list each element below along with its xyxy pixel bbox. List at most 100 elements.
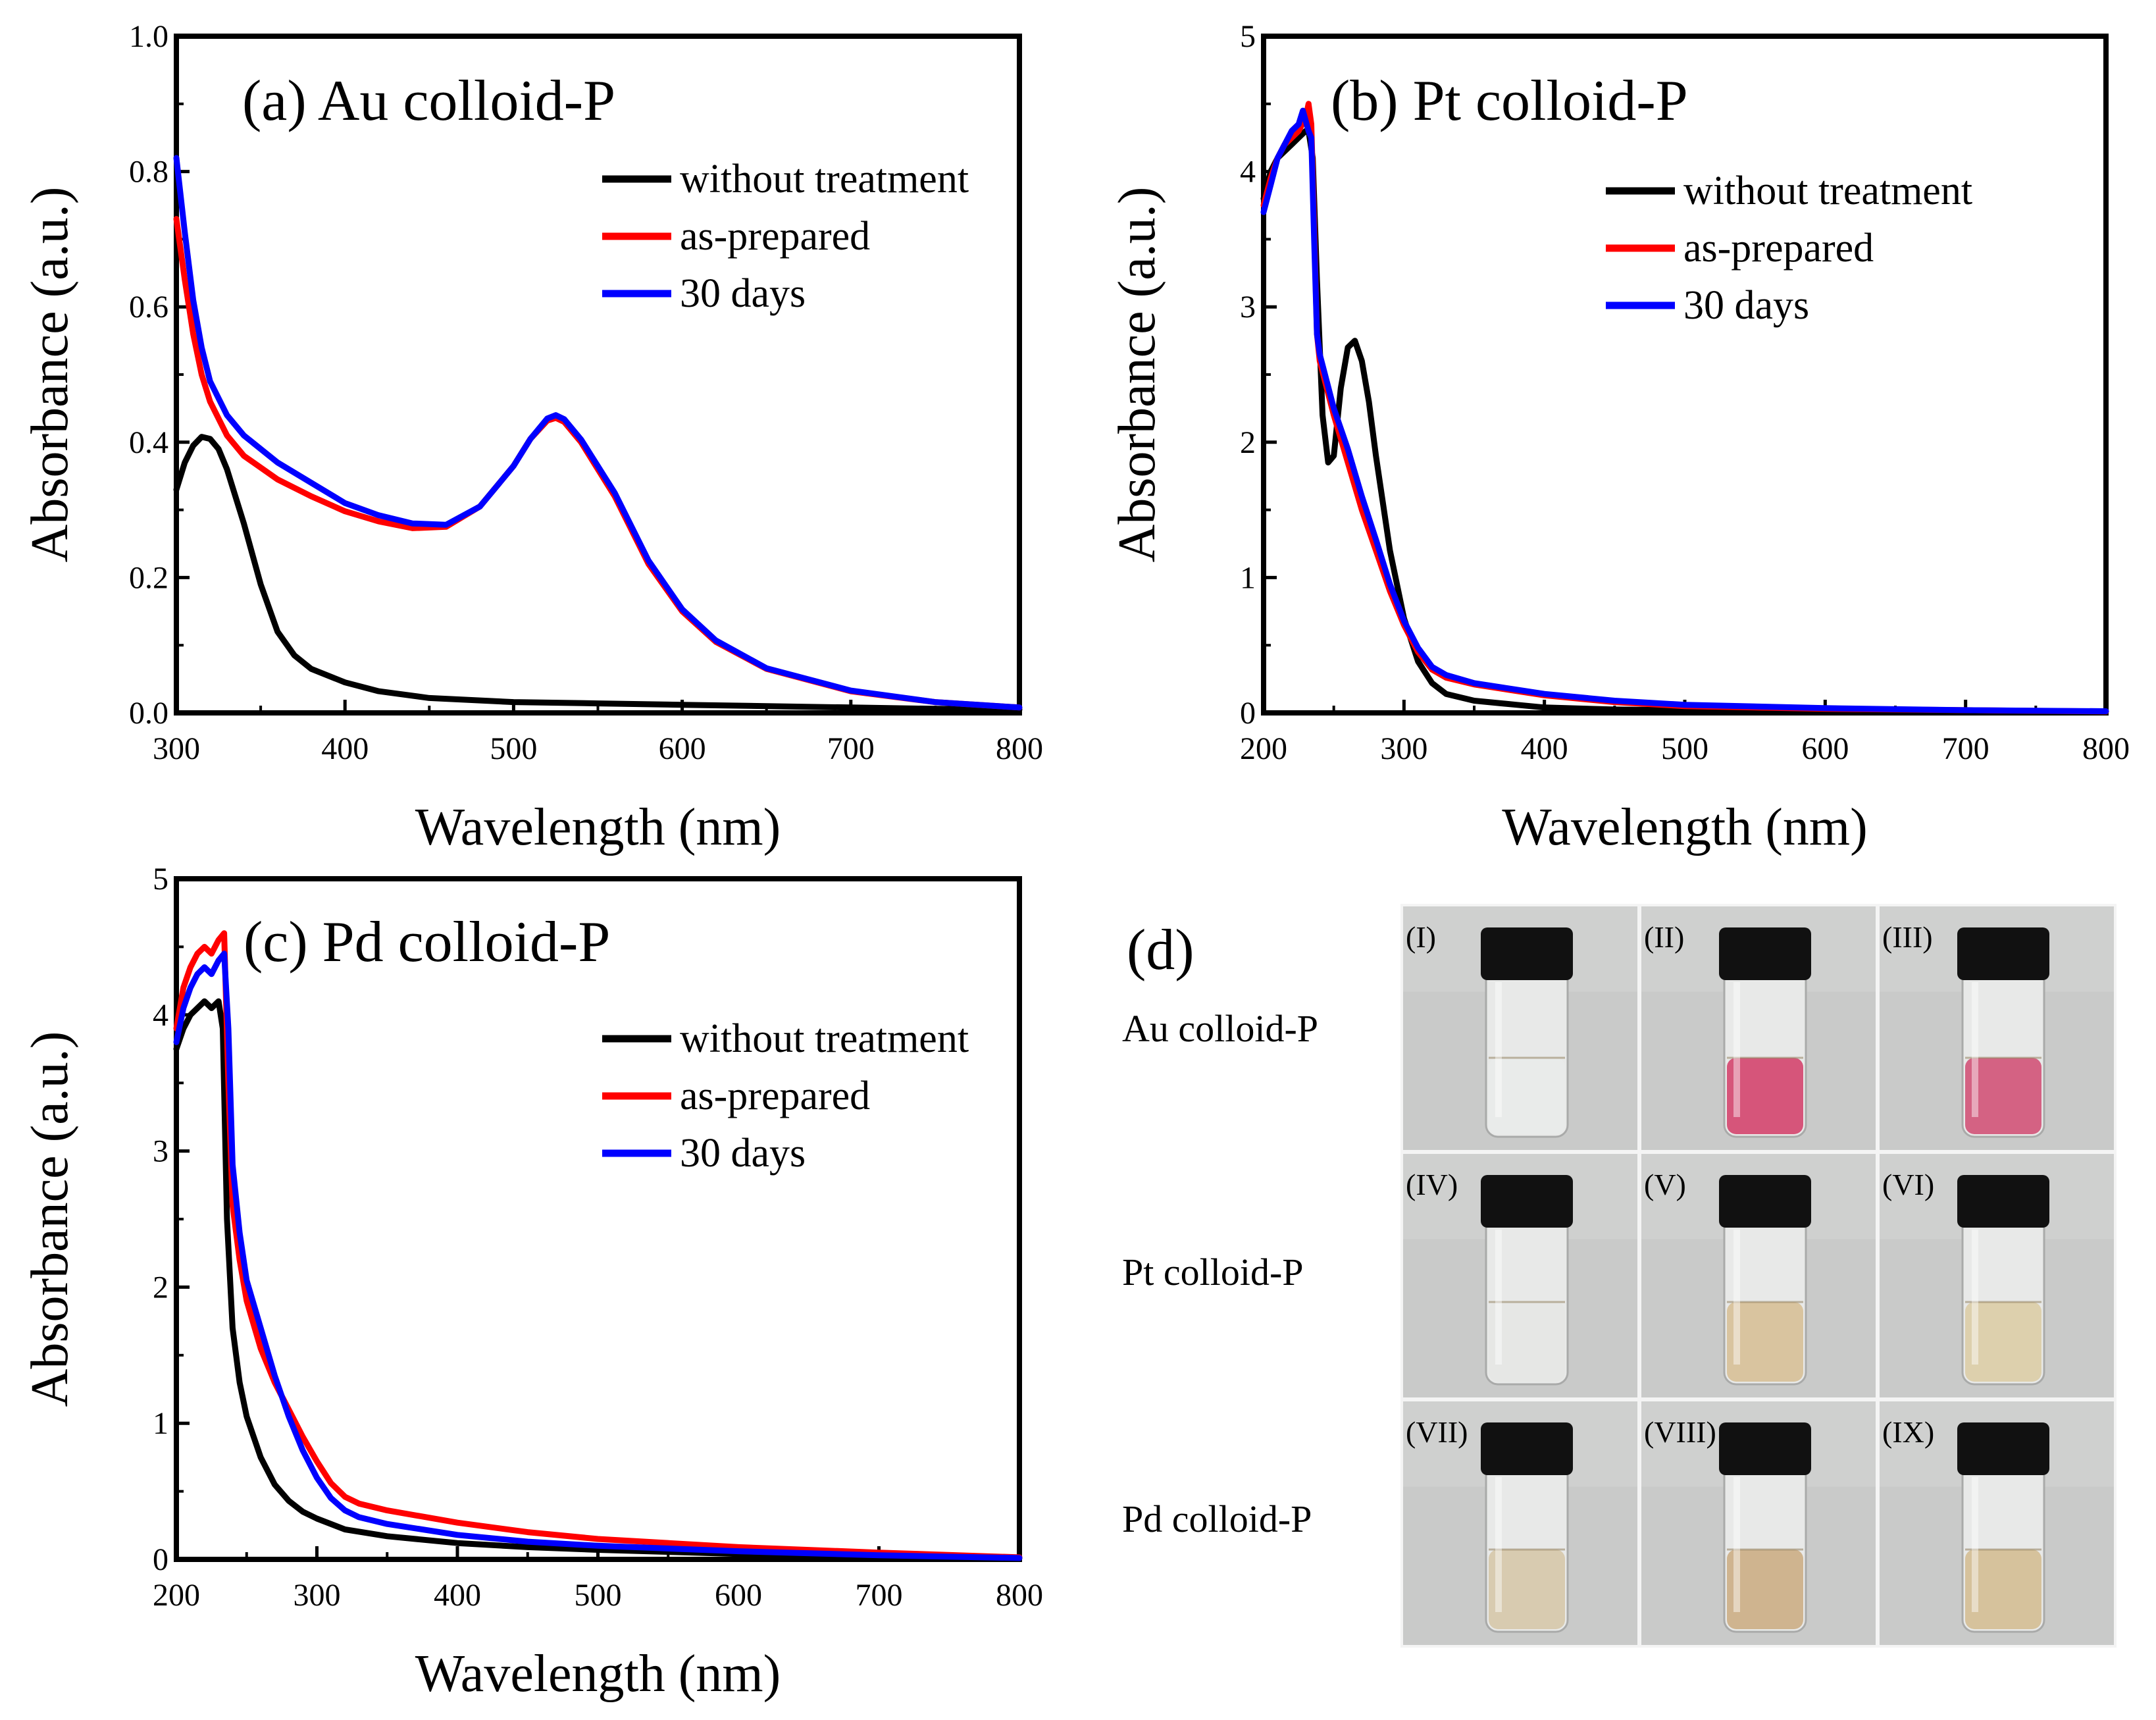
x-axis-label: Wavelength (nm) [1502,798,1868,856]
y-tick-label: 0 [1240,696,1256,731]
chart-panel-3: 200 300 400 500 600 700 800 0 1 2 3 4 5 Wavelength (n… [21,862,1043,1703]
y-tick-label: 0.8 [129,155,168,190]
y-tick-label: 3 [153,1134,168,1169]
glass-reflection [1972,1477,1978,1612]
glass-reflection [1495,1230,1502,1365]
vial-photo: (I) [1403,906,1637,1150]
legend-label: 30 days [680,1131,806,1176]
vial-label: (II) [1644,920,1684,954]
vial-photo: (VII) [1403,1401,1637,1645]
legend-label: 30 days [1683,283,1809,328]
y-tick-label: 0.6 [129,290,168,325]
x-tick-label: 600 [659,731,706,766]
row-label: Pd colloid-P [1122,1498,1312,1540]
vial-liquid [1727,1550,1803,1629]
legend-label: as-prepared [680,214,870,259]
vial-cap [1719,1175,1811,1228]
vial-photo: (VIII) [1641,1401,1876,1645]
y-axis-label: Absorbance (a.u.) [1108,187,1166,563]
legend-label: as-prepared [1683,226,1874,271]
vial-liquid [1489,1058,1565,1134]
x-tick-label: 300 [153,731,200,766]
y-axis-label: Absorbance (a.u.) [21,1031,79,1407]
legend-label: without treatment [680,157,969,201]
vial-photo: (V) [1641,1154,1876,1397]
chart-title: (c) Pd colloid-P [244,910,610,974]
x-tick-label: 400 [1521,731,1568,766]
x-tick-label: 700 [827,731,875,766]
chart-panel-2: 200 300 400 500 600 700 800 0 1 2 3 4 5 Wavelength (n… [1108,19,2130,856]
plot-frame [174,876,1022,1562]
y-tick-label: 5 [153,862,168,897]
legend-label: without treatment [680,1016,969,1061]
x-axis-label: Wavelength (nm) [415,1645,781,1703]
y-tick-label: 0.4 [129,425,168,460]
vial-cap [1481,927,1573,980]
chart-title: (b) Pt colloid-P [1331,69,1688,133]
x-tick-label: 500 [575,1578,622,1613]
vial-label: (I) [1406,920,1436,954]
y-tick-label: 1 [153,1406,168,1441]
y-tick-label: 0.0 [129,696,168,731]
series-line-30-days [1260,107,2109,714]
vial-liquid [1489,1550,1565,1629]
y-tick-label: 0 [153,1542,168,1577]
y-tick-label: 2 [1240,425,1256,460]
y-tick-label: 4 [1240,155,1256,190]
y-axis-label: Absorbance (a.u.) [21,187,79,563]
series-line-without-treatment [173,434,1023,713]
x-tick-label: 600 [1801,731,1849,766]
series-line-30-days [173,951,1023,1561]
vial-cap [1719,927,1811,980]
vial-photo: (II) [1641,906,1876,1150]
vial-cap [1481,1422,1573,1475]
legend-label: 30 days [680,271,806,316]
x-tick-label: 400 [321,731,369,766]
glass-reflection [1733,1477,1740,1612]
legend-label: as-prepared [680,1074,870,1118]
glass-reflection [1495,982,1502,1117]
series-line-without-treatment [173,998,1023,1561]
vial-photo: (VI) [1880,1154,2114,1397]
glass-reflection [1495,1477,1502,1612]
vial-label: (VI) [1882,1168,1934,1201]
x-tick-label: 800 [996,731,1043,766]
y-tick-label: 0.2 [129,560,168,595]
y-tick-label: 2 [153,1270,168,1305]
x-tick-label: 300 [1380,731,1427,766]
y-tick-label: 5 [1240,19,1256,54]
x-tick-label: 800 [2082,731,2130,766]
vial-cap [1957,927,2049,980]
plot-frame [174,34,1022,716]
x-tick-label: 600 [715,1578,762,1613]
x-tick-label: 300 [294,1578,341,1613]
vial-label: (V) [1644,1168,1686,1201]
glass-reflection [1972,1230,1978,1365]
photo-panel-d: (d) Au colloid-P Pt colloid-P Pd colloid-P (… [1122,904,2117,1648]
x-tick-label: 500 [1661,731,1708,766]
series-line-30-days [173,155,1023,711]
vial-cap [1957,1422,2049,1475]
vial-liquid [1965,1058,2041,1134]
vial-liquid [1965,1550,2041,1629]
x-tick-label: 200 [1240,731,1287,766]
vial-liquid [1965,1302,2041,1382]
vial-label: (IX) [1882,1415,1934,1449]
vial-photo: (IX) [1880,1401,2114,1645]
vial-liquid [1727,1302,1803,1382]
chart-panel-1: 300 400 500 600 700 800 0.0 0.2 0.4 0.6 0.8 1.0 Wave… [21,19,1043,856]
vial-liquid [1489,1302,1565,1382]
vial-label: (III) [1882,920,1933,954]
row-label: Pt colloid-P [1122,1251,1304,1293]
y-tick-label: 4 [153,998,168,1033]
legend-label: without treatment [1683,169,1972,213]
vial-cap [1481,1175,1573,1228]
x-tick-label: 800 [996,1578,1043,1613]
vial-photo: (IV) [1403,1154,1637,1397]
series-line-without-treatment [1260,128,2109,715]
row-label: Au colloid-P [1122,1007,1318,1050]
vial-label: (IV) [1406,1168,1458,1201]
y-tick-label: 3 [1240,290,1256,325]
panel-d-label: (d) [1127,918,1194,982]
